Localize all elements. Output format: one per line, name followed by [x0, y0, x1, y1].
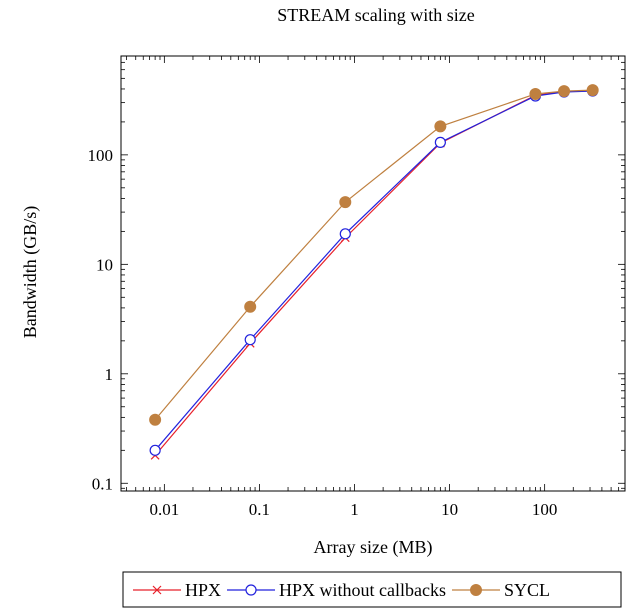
- series-line-hpx-without-callbacks: [154, 90, 593, 451]
- y-tick-label: 0.1: [92, 474, 113, 493]
- x-tick-label: 10: [441, 500, 458, 519]
- x-axis-label: Array size (MB): [314, 537, 433, 558]
- legend-items: HPX HPX without callbacks SYCL: [133, 580, 550, 600]
- series-hpx-without-callbacks: [149, 85, 599, 456]
- data-point-hpx-without-callbacks: [434, 136, 446, 148]
- data-point-sycl: [149, 413, 162, 426]
- legend-label: HPX: [185, 580, 221, 600]
- y-axis: 0.1 1 10 100: [88, 55, 625, 493]
- series-line-hpx: [154, 90, 593, 456]
- data-point-sycl: [558, 85, 571, 98]
- y-tick-label: 1: [105, 365, 114, 384]
- y-axis-label: Bandwidth (GB/s): [20, 206, 41, 339]
- legend-item-hpx: HPX: [133, 580, 221, 600]
- legend-marker: [470, 584, 482, 596]
- plot-frame: [120, 55, 626, 492]
- legend-marker: [245, 584, 257, 596]
- data-point-sycl: [434, 120, 447, 133]
- chart-title: STREAM scaling with size: [277, 5, 474, 25]
- x-tick-label: 0.1: [249, 500, 270, 519]
- data-point-sycl: [244, 300, 257, 313]
- series-sycl: [149, 84, 599, 426]
- legend: HPX HPX without callbacks SYCL: [122, 571, 622, 608]
- legend-item-hpx-without-callbacks: HPX without callbacks: [227, 580, 446, 600]
- legend-label: SYCL: [504, 580, 550, 600]
- data-point-hpx-without-callbacks: [339, 228, 351, 240]
- series-layer: [149, 84, 599, 460]
- series-line-sycl: [154, 89, 593, 421]
- marker-stroke: [152, 585, 162, 595]
- legend-item-sycl: SYCL: [452, 580, 550, 600]
- x-tick-label: 100: [532, 500, 558, 519]
- legend-box: [122, 571, 622, 608]
- data-point-sycl: [339, 196, 352, 209]
- data-point-sycl: [586, 84, 599, 97]
- series-hpx: [150, 86, 598, 460]
- data-point-sycl: [529, 87, 542, 100]
- x-axis: 0.01 0.1 1 10 100: [126, 56, 626, 519]
- x-tick-label: 1: [350, 500, 359, 519]
- data-point-hpx-without-callbacks: [149, 444, 161, 456]
- y-tick-label: 10: [96, 255, 113, 274]
- x-tick-label: 0.01: [149, 500, 179, 519]
- y-tick-label: 100: [88, 146, 114, 165]
- data-point-hpx-without-callbacks: [244, 334, 256, 346]
- legend-label: HPX without callbacks: [279, 580, 446, 600]
- legend-marker: [152, 585, 162, 595]
